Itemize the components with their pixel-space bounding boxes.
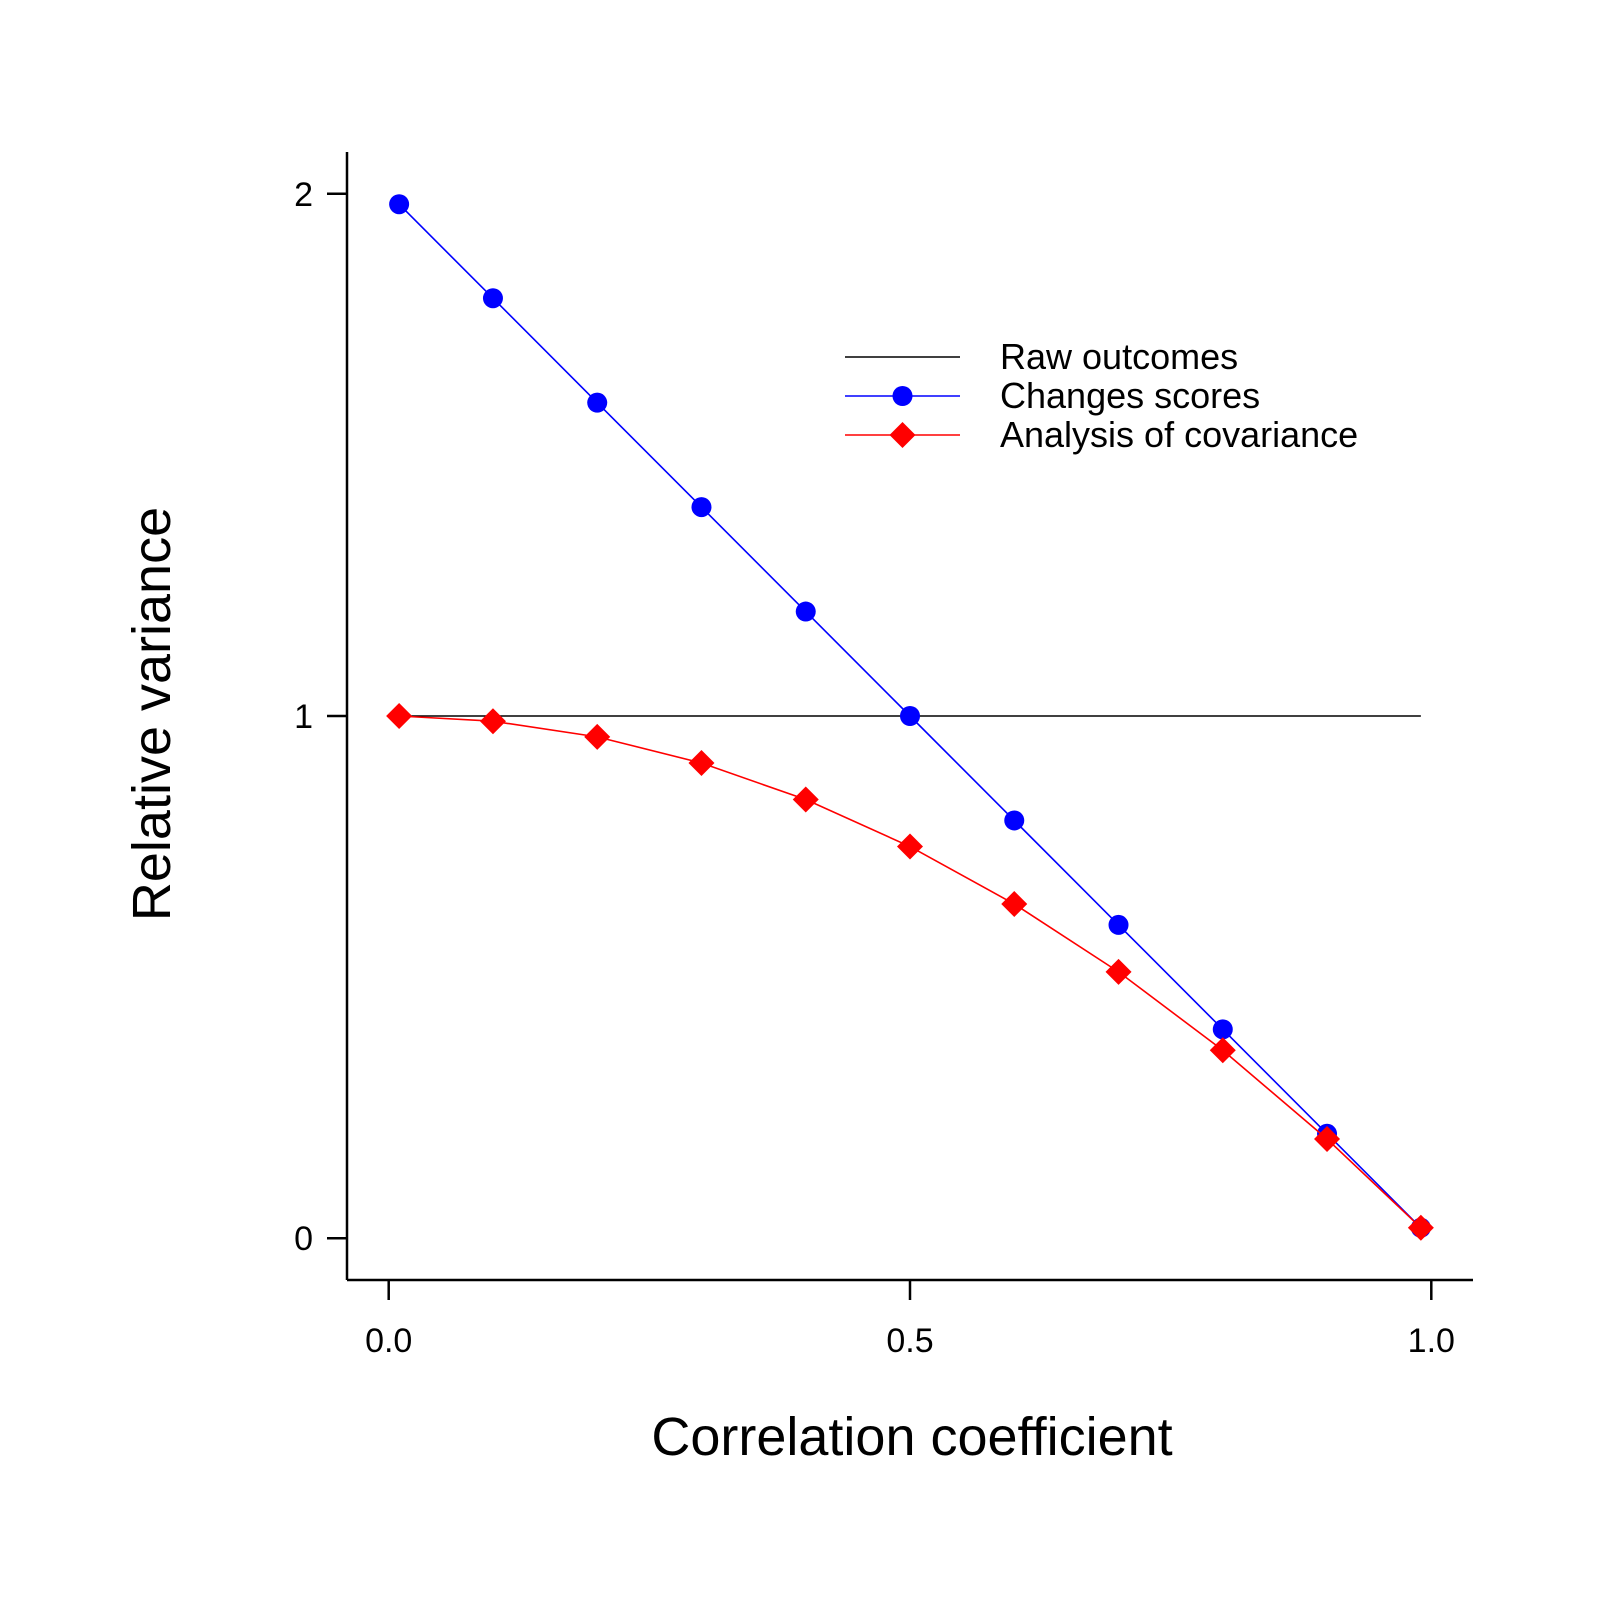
x-tick-label: 0.0 <box>365 1322 412 1360</box>
data-point <box>1314 1126 1341 1152</box>
data-point <box>1407 1214 1434 1241</box>
y-tick-label: 1 <box>294 698 313 736</box>
data-point <box>1108 914 1129 935</box>
x-tick-label: 0.5 <box>886 1322 933 1360</box>
data-point <box>584 723 611 750</box>
data-point <box>889 422 916 448</box>
data-point <box>688 750 715 776</box>
data-point <box>1105 958 1132 985</box>
data-point <box>1004 810 1025 831</box>
data-point <box>389 194 410 215</box>
data-point <box>900 706 920 726</box>
x-axis-title: Correlation coefficient <box>651 1407 1172 1467</box>
series-line <box>399 715 1422 1229</box>
x-tick-label: 1.0 <box>1408 1322 1455 1360</box>
data-point <box>691 497 712 518</box>
data-point <box>892 386 913 406</box>
data-point <box>587 392 608 413</box>
legend-label: Changes scores <box>1000 375 1260 416</box>
data-point <box>1209 1037 1236 1064</box>
legend-item: Changes scores <box>845 375 1260 416</box>
data-point <box>482 288 503 309</box>
series-changes-scores <box>389 194 1431 1238</box>
legend-label: Raw outcomes <box>1000 336 1238 377</box>
data-point <box>897 833 923 860</box>
data-point <box>1212 1019 1233 1040</box>
legend-item: Analysis of covariance <box>845 414 1358 455</box>
y-tick-label: 2 <box>294 176 313 214</box>
data-point <box>792 786 819 813</box>
y-axis-title: Relative variance <box>122 507 182 921</box>
data-point <box>795 601 816 622</box>
series-layer <box>386 194 1434 1241</box>
data-point <box>1001 891 1028 917</box>
y-tick-label: 0 <box>294 1220 313 1258</box>
data-point <box>479 708 506 735</box>
legend-label: Analysis of covariance <box>1000 414 1358 455</box>
axes: 0 1 2 0.0 0.5 1.0 <box>294 152 1473 1360</box>
data-point <box>386 703 413 729</box>
legend-item: Raw outcomes <box>845 336 1238 377</box>
series-analysis-of-covariance <box>386 703 1434 1241</box>
